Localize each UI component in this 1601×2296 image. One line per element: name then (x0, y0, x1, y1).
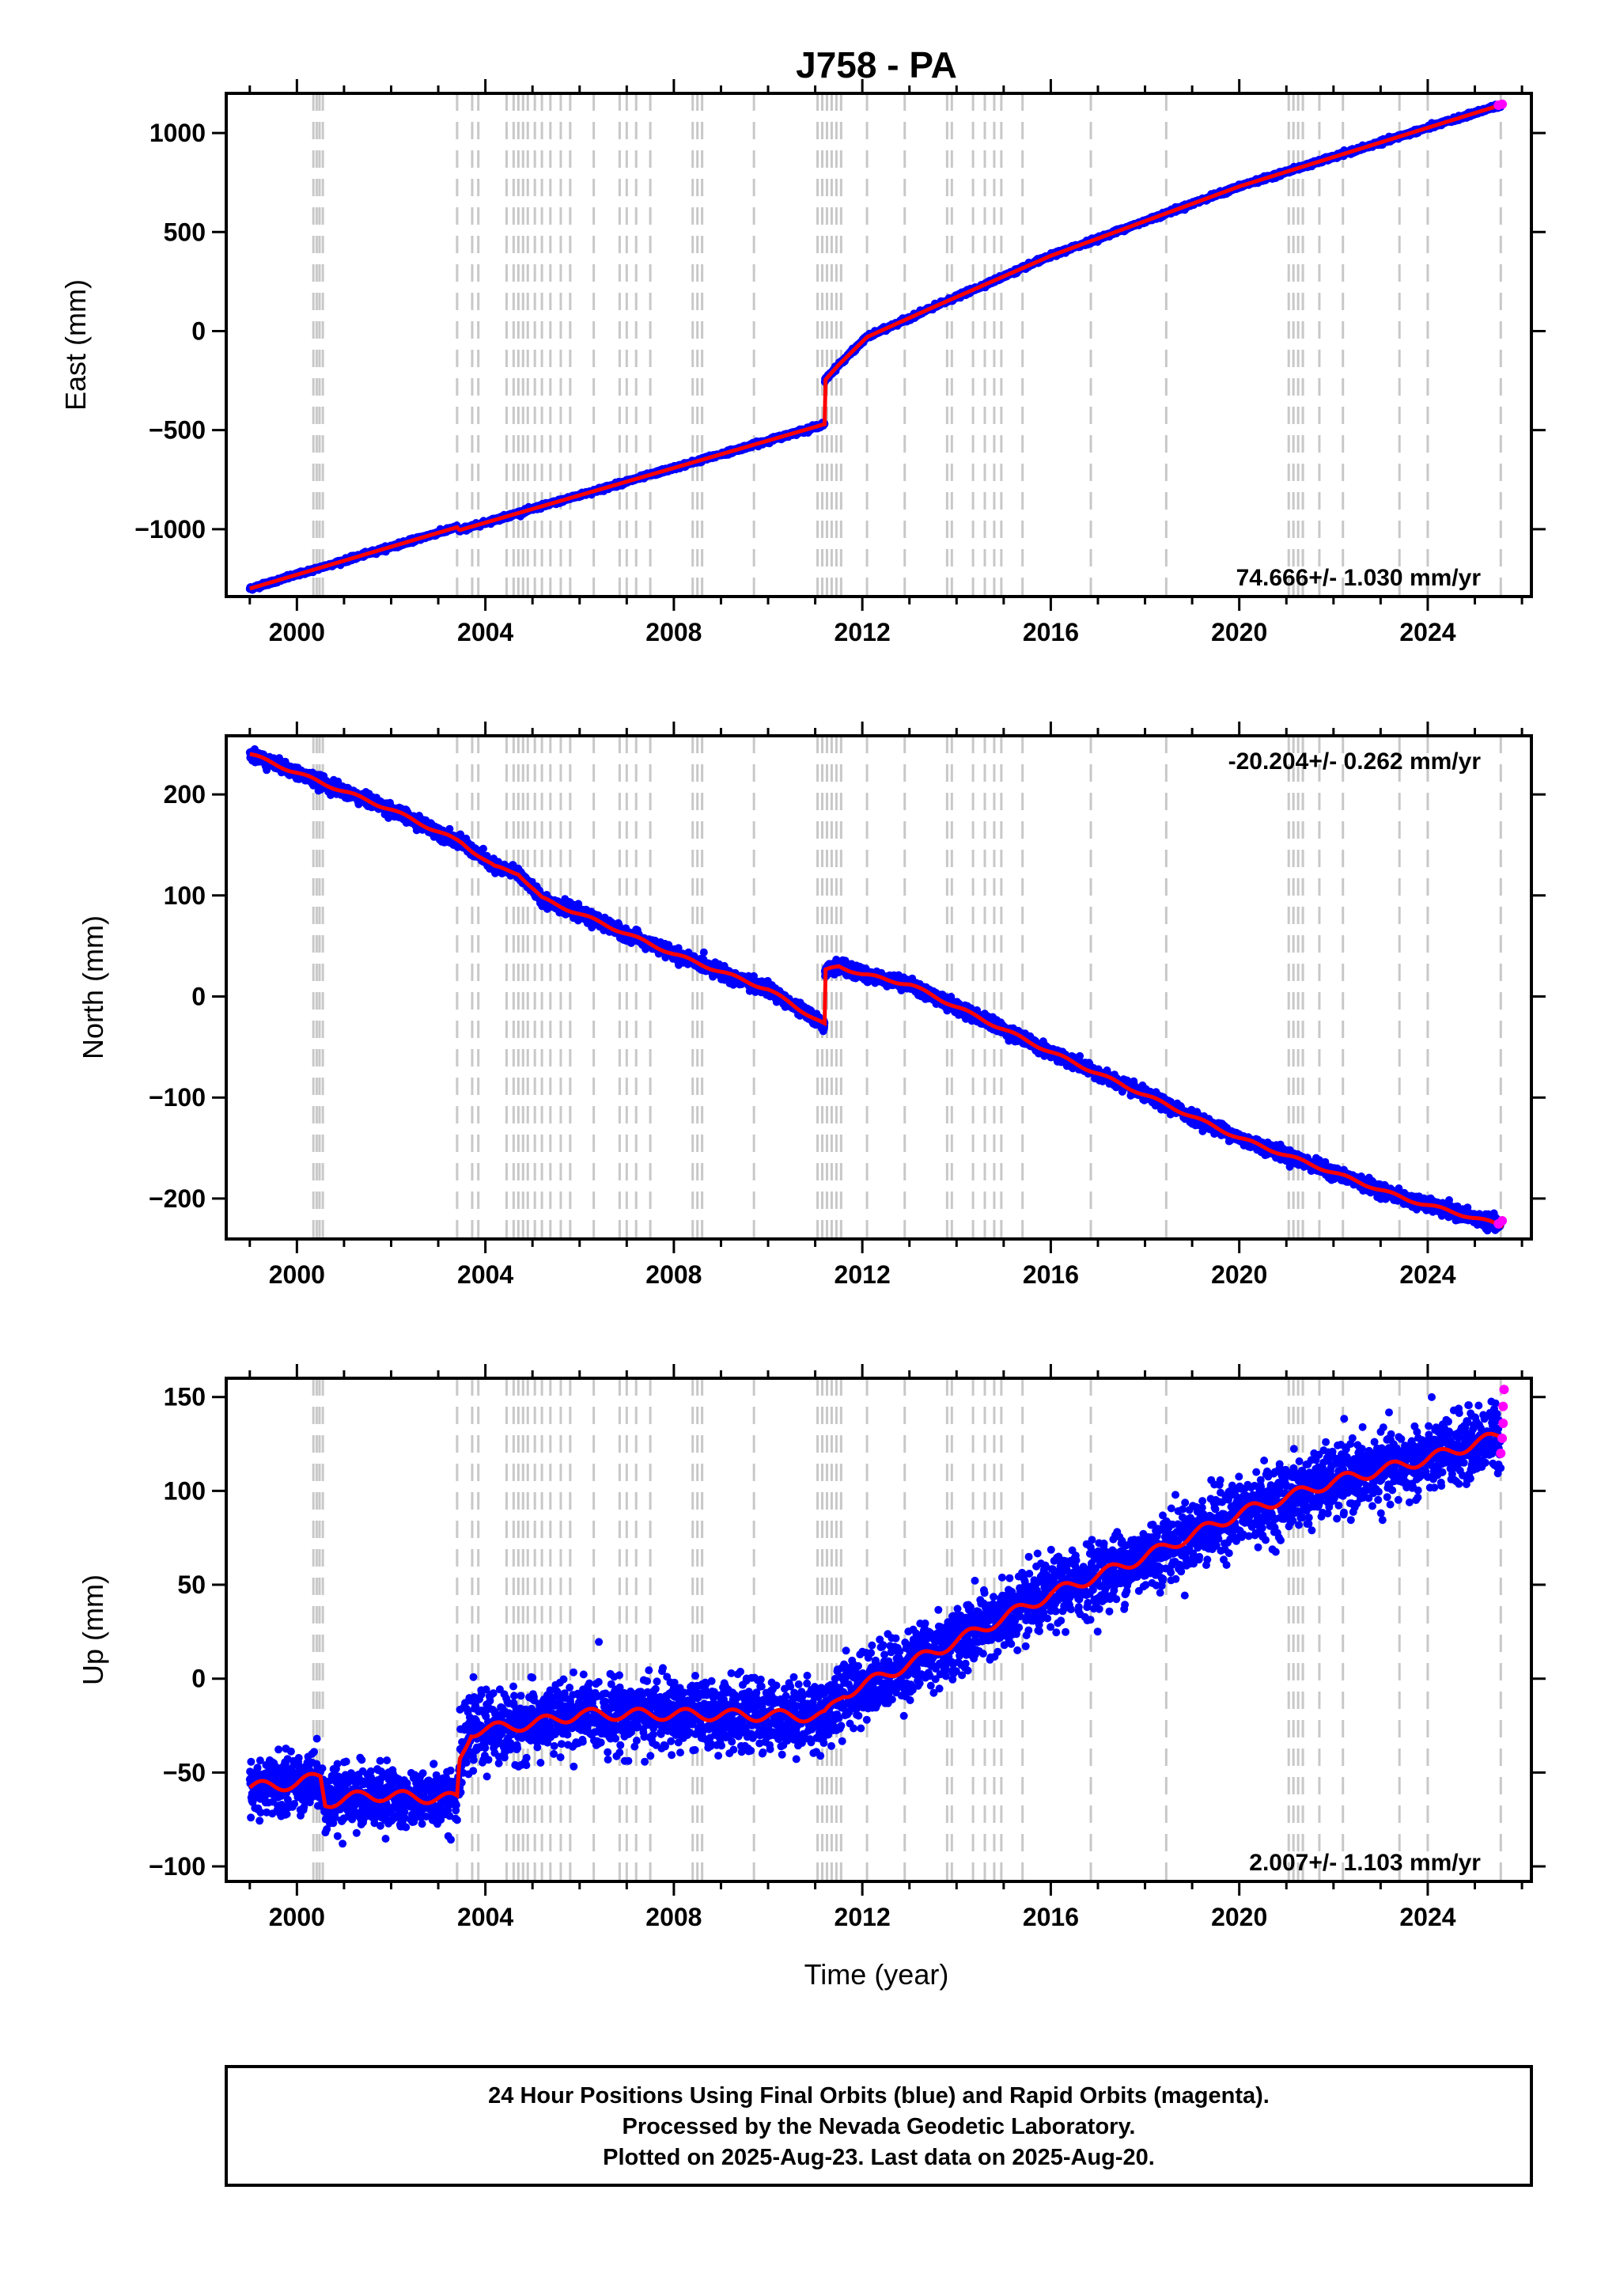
x-tick-label: 2000 (269, 618, 325, 646)
x-tick-label: 2004 (457, 618, 513, 646)
model-line (249, 102, 1504, 591)
y-tick-label: 0 (191, 316, 206, 345)
y-tick-label: 1000 (150, 119, 206, 147)
figure-title: J758 - PA (796, 44, 957, 85)
x-tick-label: 2024 (1399, 618, 1455, 646)
north-panel: 2000 2004 2008 2012 2016 2020 2024−200−1000100… (77, 722, 1546, 1289)
y-tick-label: −500 (149, 416, 206, 445)
rate-label: 74.666+/- 1.030 mm/yr (1236, 565, 1482, 591)
x-tick-label: 2016 (1023, 618, 1079, 646)
rapid-orbit-point (1497, 99, 1508, 109)
x-tick-label: 2008 (645, 618, 702, 646)
east-panel: 2000 2004 2008 2012 2016 2020 2024 −1000 −500 0 50… (59, 79, 1546, 646)
plot-frame (225, 92, 1533, 598)
x-tick-label: 2012 (835, 618, 891, 646)
y-tick-label: 500 (164, 218, 206, 246)
y-axis-label: East (mm) (59, 279, 92, 411)
x-tick-label: 2020 (1211, 618, 1267, 646)
final-orbit-points (245, 100, 1505, 594)
y-tick-label: −1000 (134, 515, 206, 544)
